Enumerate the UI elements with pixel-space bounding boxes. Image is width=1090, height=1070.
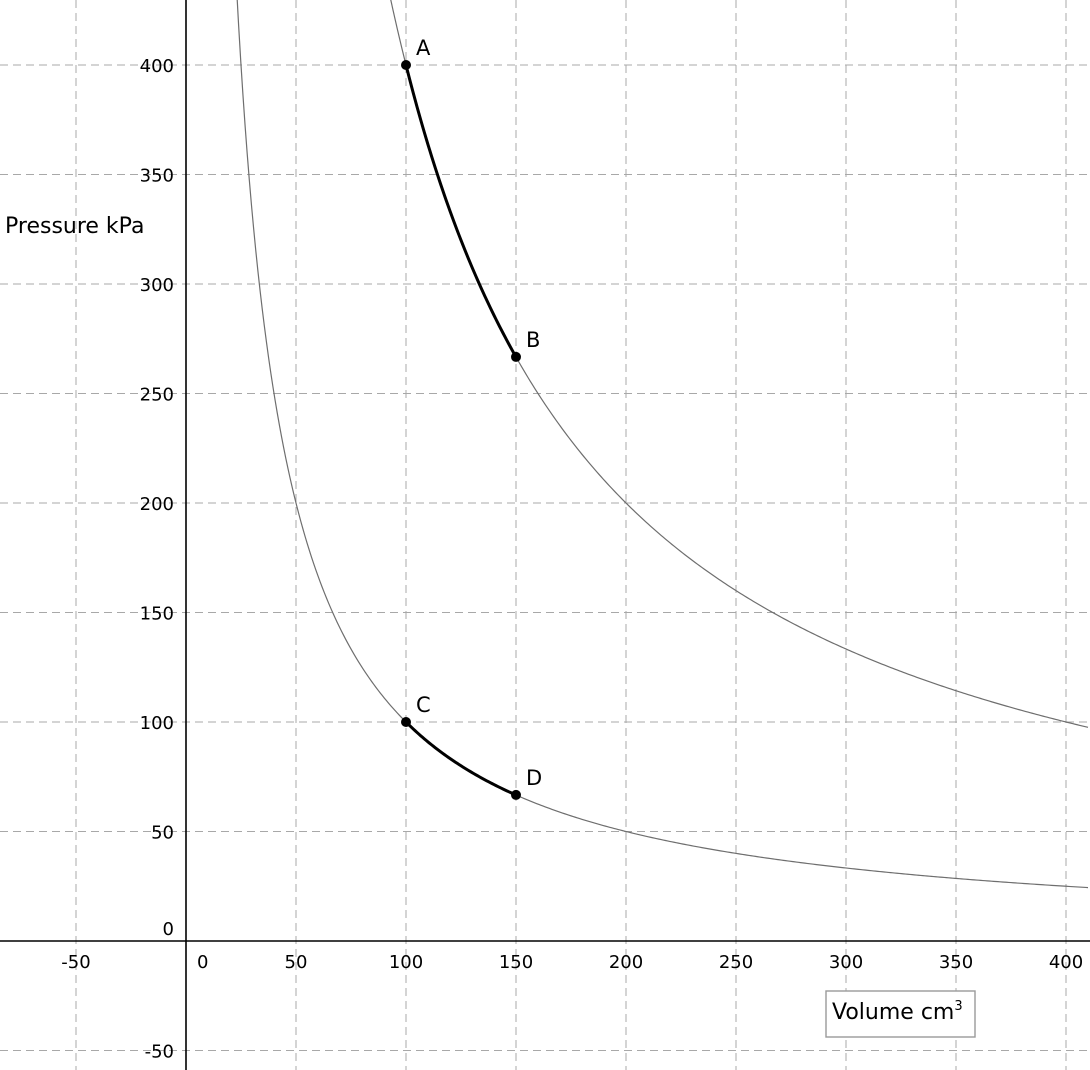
x-tick-label: 150 <box>499 952 533 973</box>
x-axis-label-superscript: 3 <box>954 999 962 1014</box>
state-point-C <box>401 717 411 727</box>
x-tick-label: 250 <box>719 952 753 973</box>
x-tick-label: 200 <box>609 952 643 973</box>
x-tick-label: -50 <box>61 952 90 973</box>
process-segments <box>404 64 518 797</box>
y-tick-label: 200 <box>140 494 174 515</box>
y-tick-label: 100 <box>140 713 174 734</box>
y-tick-label: 250 <box>140 385 174 406</box>
y-tick-label: 300 <box>140 275 174 296</box>
x-tick-label: 400 <box>1049 952 1083 973</box>
isotherm-curve-2 <box>236 0 1089 889</box>
x-tick-label: 50 <box>285 952 308 973</box>
x-axis-label-box: Volume cm3 <box>825 990 976 1038</box>
state-point-A <box>401 60 411 70</box>
state-point-D <box>511 789 521 800</box>
y-tick-label: 400 <box>140 56 174 77</box>
x-tick-label: 0 <box>197 952 208 973</box>
y-tick-label: 150 <box>140 604 174 625</box>
process-segment-CD <box>404 720 517 797</box>
state-point-label-C: C <box>416 693 431 717</box>
y-tick-label: 0 <box>163 919 174 940</box>
state-point-label-B: B <box>526 328 540 352</box>
x-tick-label: 300 <box>829 952 863 973</box>
state-point-label-D: D <box>526 766 542 790</box>
state-point-label-A: A <box>416 36 431 60</box>
x-axis-label-frame <box>825 990 976 1038</box>
state-point-B <box>511 351 521 362</box>
isotherm-curve-1 <box>390 0 1089 728</box>
x-tick-label: 100 <box>389 952 423 973</box>
x-tick-label: 350 <box>939 952 973 973</box>
state-points: A B C D <box>401 36 542 800</box>
process-segment-AB <box>404 64 518 358</box>
x-axis-label-text: Volume cm <box>832 1000 954 1025</box>
tick-labels: -50 0 50 100 150 200 250 300 350 400 -50 0 50 100 150 2… <box>61 56 1083 1063</box>
y-axis-label: Pressure kPa <box>5 214 144 239</box>
x-axis-label: Volume cm3 <box>832 999 963 1025</box>
y-tick-label: 350 <box>140 166 174 187</box>
y-tick-label: 50 <box>151 823 174 844</box>
y-tick-label: -50 <box>145 1042 174 1063</box>
isotherm-curves <box>236 0 1089 889</box>
